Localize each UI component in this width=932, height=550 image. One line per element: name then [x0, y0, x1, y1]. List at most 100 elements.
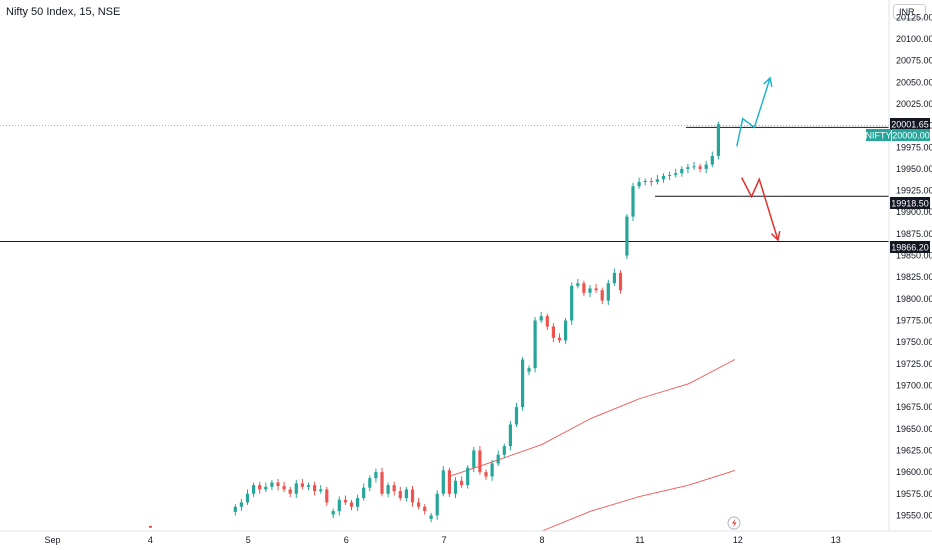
up-projection-line — [736, 77, 771, 147]
candle — [429, 515, 433, 519]
ticker-price-tag: 20000.00 — [892, 131, 930, 141]
price-axis: 19550.00 19575.00 19600.00 19625.00 19650.00… — [896, 12, 932, 520]
candle — [539, 316, 543, 321]
price-tick-label: 19900.00 — [896, 207, 932, 217]
level2-tag-bg — [890, 241, 930, 253]
price-tick-label: 19625.00 — [896, 445, 932, 455]
candle — [508, 424, 512, 447]
price-tick-label: 19825.00 — [896, 272, 932, 282]
time-tick-label: 6 — [344, 535, 349, 545]
candle — [490, 463, 494, 477]
level1-price-tag: 19918.50 — [891, 199, 929, 209]
current-price-tag: 20001.65 — [891, 120, 929, 130]
candle — [655, 179, 659, 182]
candle — [484, 472, 488, 477]
candle — [276, 482, 280, 486]
candle — [294, 483, 298, 494]
candle — [527, 368, 531, 372]
price-tick-label: 20125.00 — [896, 12, 932, 22]
candle — [245, 493, 250, 503]
candle — [594, 288, 598, 291]
candle — [514, 407, 519, 425]
price-tick-label: 19600.00 — [896, 467, 932, 477]
candle — [521, 359, 525, 408]
candle — [551, 326, 555, 338]
candle — [545, 316, 549, 327]
price-tick-label: 19575.00 — [896, 489, 932, 499]
candle — [441, 470, 445, 494]
candle — [362, 487, 366, 499]
current-price-tag-bg — [890, 118, 930, 130]
moving-averages — [448, 359, 736, 532]
candle — [710, 155, 714, 165]
candle — [649, 181, 653, 183]
candle — [300, 483, 304, 487]
time-tick-label: 8 — [539, 535, 544, 545]
candle — [423, 506, 427, 512]
candle — [349, 502, 354, 507]
candle — [325, 489, 329, 503]
candle — [631, 186, 635, 217]
currency-selector[interactable]: INR — [893, 4, 926, 19]
candle — [625, 216, 629, 256]
down-projection-line — [741, 177, 779, 241]
candle — [637, 181, 641, 187]
candle — [258, 485, 262, 490]
candle — [686, 167, 690, 169]
candle — [331, 511, 335, 515]
down-arrow-head — [770, 230, 781, 242]
candle — [564, 320, 568, 341]
level-lines — [0, 125, 889, 243]
time-tick-label: 12 — [733, 535, 743, 545]
price-tick-label: 19725.00 — [896, 359, 932, 369]
candle — [643, 181, 647, 183]
candle — [288, 489, 292, 494]
ticker-price-tag-bg — [892, 129, 930, 141]
price-tick-label: 19850.00 — [896, 251, 932, 261]
candle — [380, 472, 384, 494]
candle — [252, 485, 256, 494]
time-tick-label: 4 — [148, 535, 153, 545]
candle — [356, 498, 360, 507]
candle — [704, 164, 708, 169]
price-tick-label: 19675.00 — [896, 402, 932, 412]
candle — [233, 506, 237, 512]
candle — [502, 446, 506, 455]
time-tick-label: 5 — [246, 535, 251, 545]
candle — [410, 489, 415, 503]
candle — [570, 285, 574, 321]
price-tick-label: 20050.00 — [896, 77, 932, 87]
lightning-icon[interactable] — [727, 516, 741, 530]
candle — [606, 283, 610, 301]
up-arrow-head — [763, 76, 773, 87]
candle — [239, 502, 243, 507]
candle — [343, 499, 347, 503]
candle — [612, 272, 616, 284]
candle — [374, 472, 378, 479]
price-tick-label: 19650.00 — [896, 424, 932, 434]
candle — [588, 288, 592, 293]
time-tick-label: Sep — [44, 535, 60, 545]
moving-average-line — [448, 359, 736, 477]
ticker-label-bg — [866, 129, 891, 141]
candles — [149, 121, 720, 528]
candle — [668, 174, 672, 176]
candle — [472, 450, 476, 468]
moving-average-line — [541, 469, 736, 532]
candle — [306, 485, 311, 487]
price-tick-label: 19775.00 — [896, 316, 932, 326]
time-tick-label: 11 — [635, 535, 644, 545]
candle — [478, 450, 482, 473]
candle — [698, 166, 702, 169]
price-tick-label: 20075.00 — [896, 56, 932, 66]
price-tick-label: 20100.00 — [896, 34, 932, 44]
candle — [264, 486, 268, 490]
price-tick-label: 20025.00 — [896, 99, 932, 109]
candle — [680, 168, 684, 174]
candle — [386, 485, 390, 494]
candle — [496, 454, 500, 464]
candle — [618, 272, 623, 291]
candle — [313, 485, 317, 492]
price-tick-label: 19700.00 — [896, 380, 932, 390]
